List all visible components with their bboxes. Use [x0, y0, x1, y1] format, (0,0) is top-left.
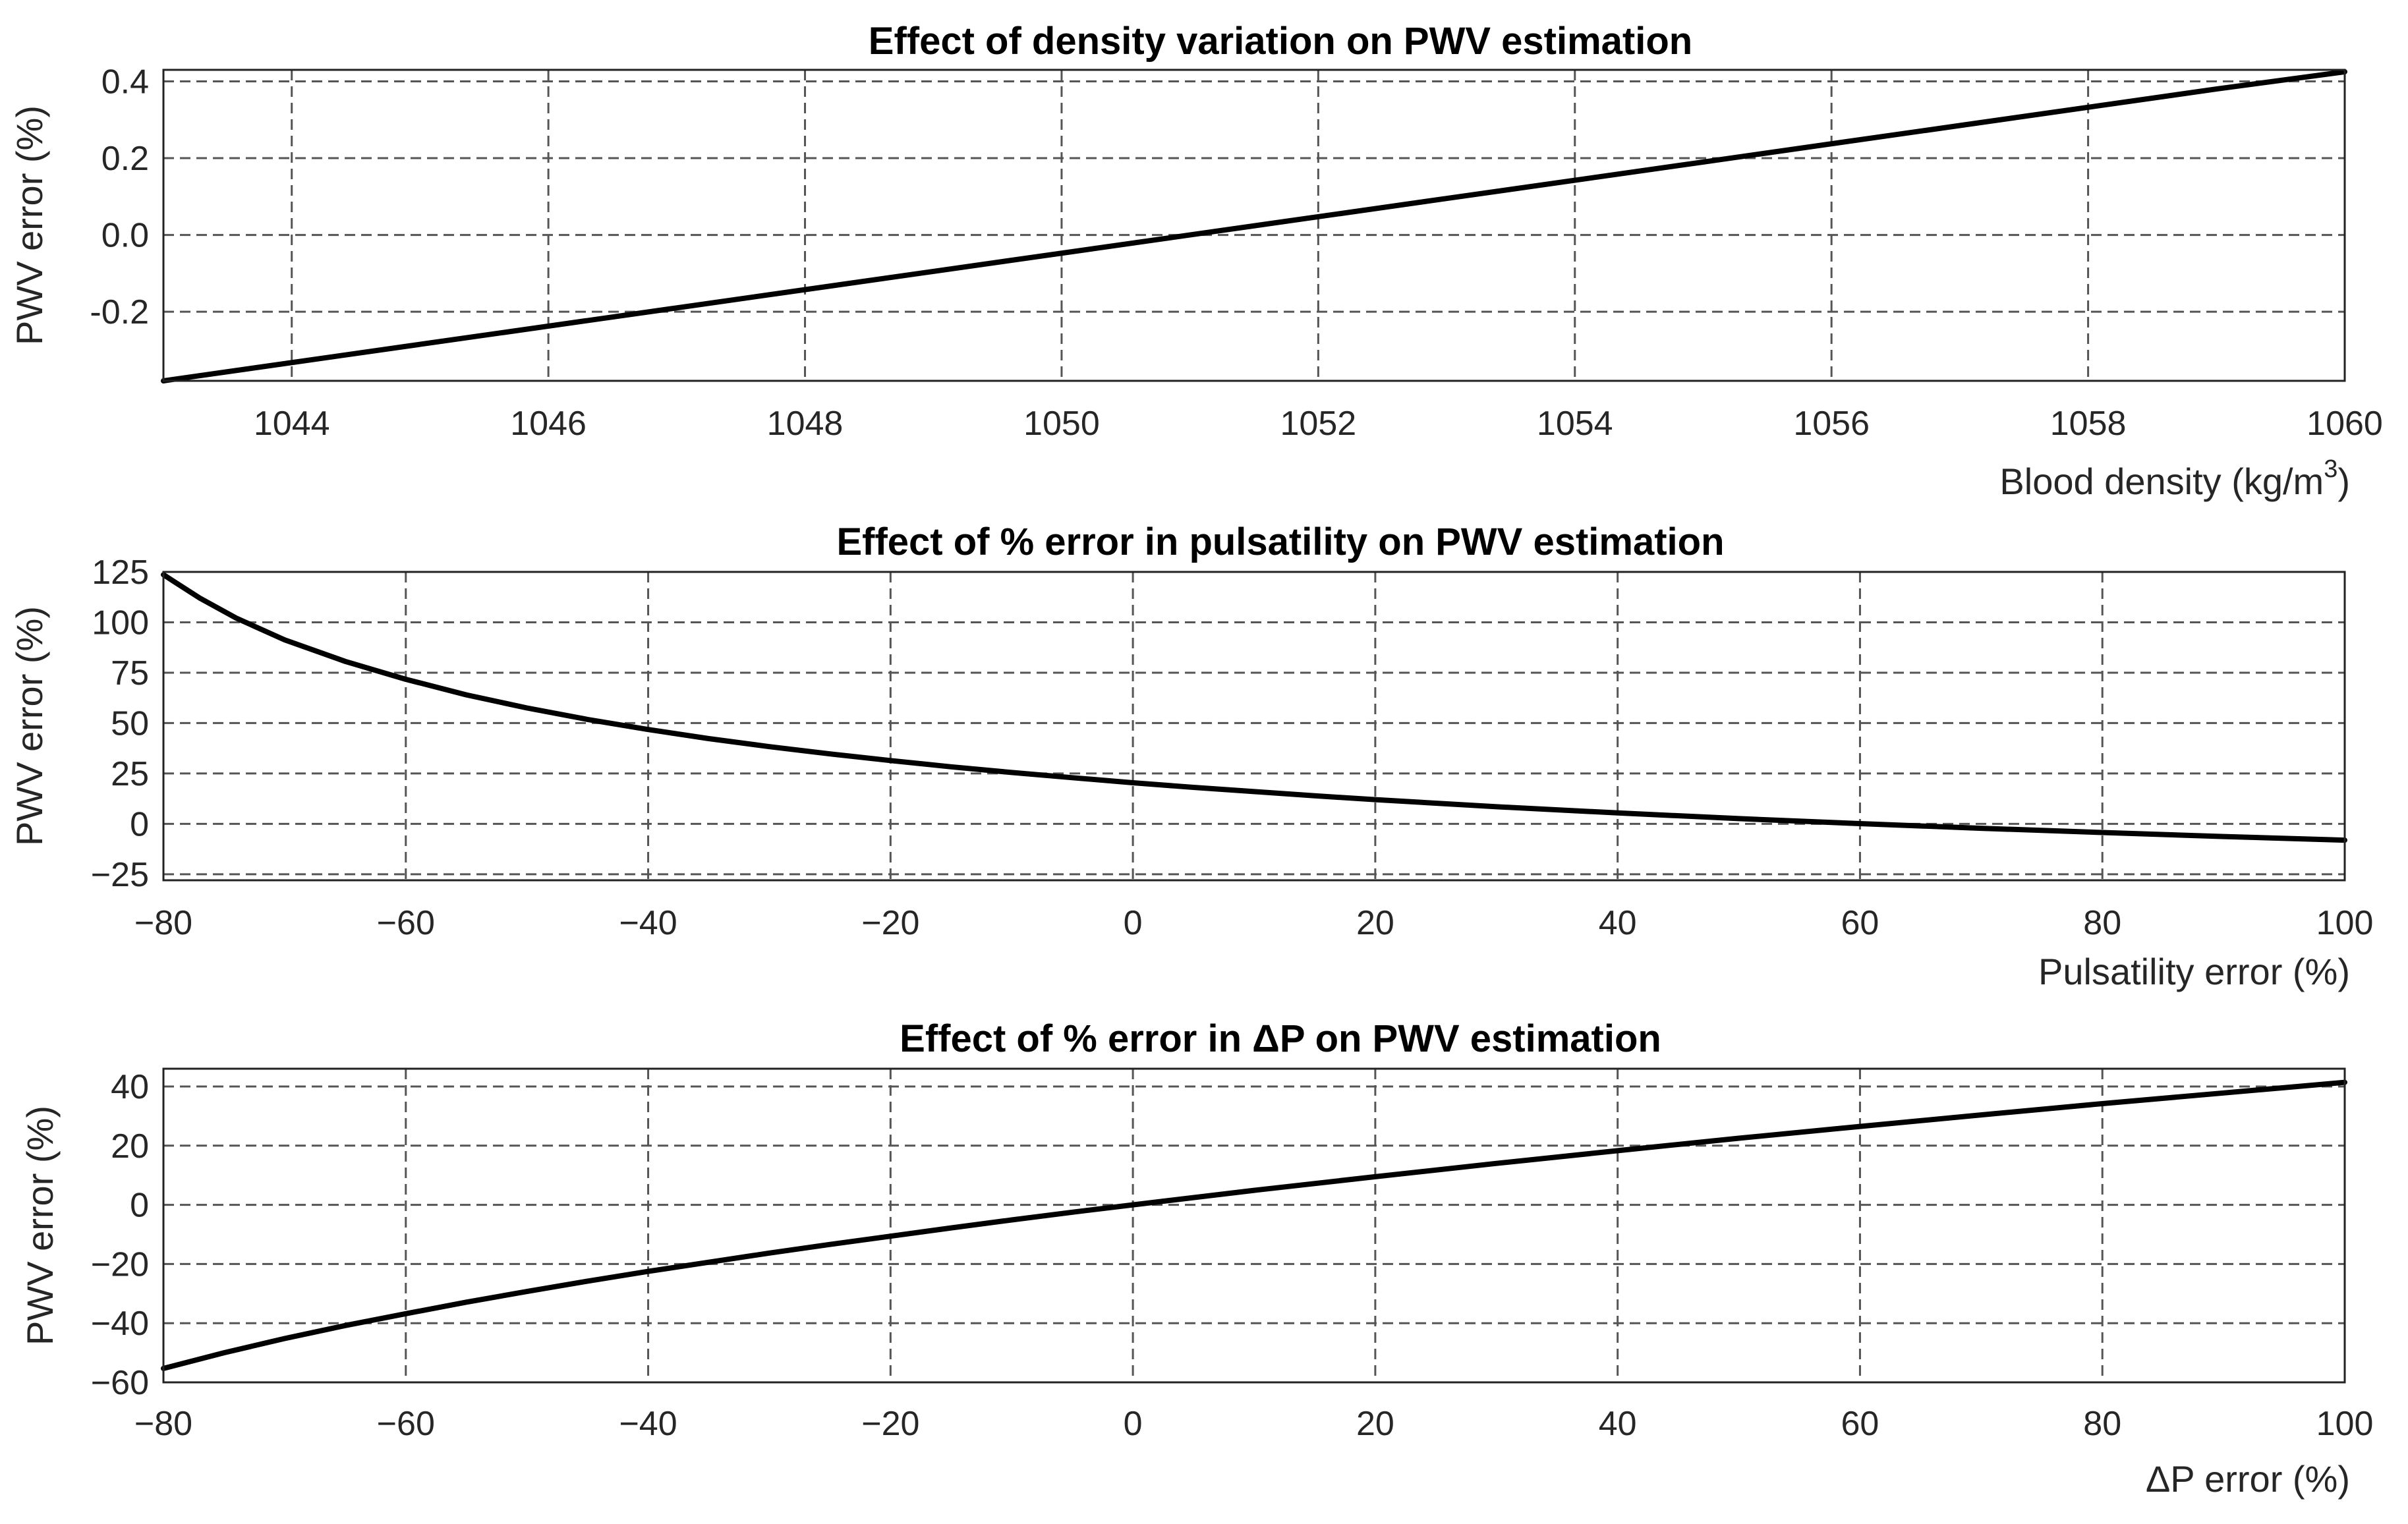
plot-border: [162, 571, 2346, 882]
x-axis-label: Pulsatility error (%): [2038, 951, 2350, 992]
x-tick-label: 0: [1124, 904, 1143, 942]
y-tick-label: 0: [130, 1187, 149, 1225]
x-tick-label: 1054: [1537, 405, 1613, 443]
x-tick-label: 40: [1599, 1405, 1637, 1443]
x-tick-label: −20: [861, 1405, 919, 1443]
x-tick-label: 1058: [2050, 405, 2127, 443]
y-axis-label: PWV error (%): [9, 105, 50, 345]
chart-title: Effect of % error in pulsatility on PWV …: [836, 521, 1724, 563]
x-tick-label: −60: [377, 904, 435, 942]
y-tick-label: 50: [111, 704, 149, 743]
x-tick-label: −40: [619, 1405, 677, 1443]
x-tick-label: −80: [134, 1405, 192, 1443]
x-axis-label: Blood density (kg/m3): [1999, 455, 2350, 502]
x-tick-label: 40: [1599, 904, 1637, 942]
chart-2: −80 −60 −40 −20 0 20 40 60 80 100 −25 0 25 50 75 100 125…: [9, 521, 2373, 992]
x-tick-label: −80: [134, 904, 192, 942]
y-tick-label: 25: [111, 755, 149, 793]
x-tick-label: 1046: [510, 405, 587, 443]
y-tick-label: -0.2: [90, 293, 149, 331]
x-tick-label: 60: [1841, 1405, 1879, 1443]
chart-1: 1044 1046 1048 1050 1052 1054 1056 1058 1060 -0.2…: [9, 20, 2383, 502]
series-line: [161, 572, 2347, 843]
chart-title: Effect of density variation on PWV estim…: [869, 20, 1692, 63]
y-tick-label: 0.2: [101, 140, 149, 178]
x-tick-label: 100: [2316, 904, 2374, 942]
x-tick-label: 20: [1356, 904, 1394, 942]
x-tick-label: 20: [1356, 1405, 1394, 1443]
plot-area: [162, 571, 2346, 882]
chart-title: Effect of % error in ΔP on PWV estimatio…: [900, 1017, 1661, 1060]
chart-3: −80 −60 −40 −20 0 20 40 60 80 100−60−40−2002040Ef…: [19, 1017, 2373, 1500]
x-tick-label: 1052: [1280, 405, 1357, 443]
y-tick-label: −25: [91, 856, 149, 894]
x-tick-label: −40: [619, 904, 677, 942]
y-tick-label: 0.4: [101, 63, 149, 101]
x-tick-label: −60: [377, 1405, 435, 1443]
x-tick-label: 80: [2083, 1405, 2121, 1443]
series-line: [161, 69, 2347, 383]
y-tick-label: 0.0: [101, 217, 149, 255]
x-tick-label: 1060: [2307, 405, 2383, 443]
plot-border: [162, 69, 2346, 382]
x-tick-label: 1056: [1793, 405, 1870, 443]
y-tick-label: 40: [111, 1068, 149, 1106]
x-tick-label: 60: [1841, 904, 1879, 942]
x-tick-label: 100: [2316, 1405, 2374, 1443]
x-tick-label: 0: [1124, 1405, 1143, 1443]
y-axis-label: PWV error (%): [19, 1106, 61, 1345]
y-tick-label: −60: [91, 1364, 149, 1402]
x-tick-label: 1050: [1023, 405, 1100, 443]
y-tick-label: 20: [111, 1127, 149, 1166]
plot-area: [162, 1067, 2346, 1384]
plot-border: [162, 1067, 2346, 1384]
y-tick-label: 0: [130, 805, 149, 843]
x-tick-label: −20: [861, 904, 919, 942]
y-tick-label: −20: [91, 1245, 149, 1284]
x-tick-label: 1044: [254, 405, 330, 443]
y-axis-label: PWV error (%): [9, 606, 50, 846]
series-line: [161, 1079, 2347, 1371]
y-tick-label: 75: [111, 654, 149, 692]
y-tick-label: −40: [91, 1305, 149, 1343]
x-tick-label: 1048: [767, 405, 844, 443]
x-axis-label: ΔP error (%): [2146, 1458, 2350, 1500]
y-tick-label: 100: [92, 604, 149, 642]
y-tick-label: 125: [92, 553, 149, 592]
x-tick-label: 80: [2083, 904, 2121, 942]
